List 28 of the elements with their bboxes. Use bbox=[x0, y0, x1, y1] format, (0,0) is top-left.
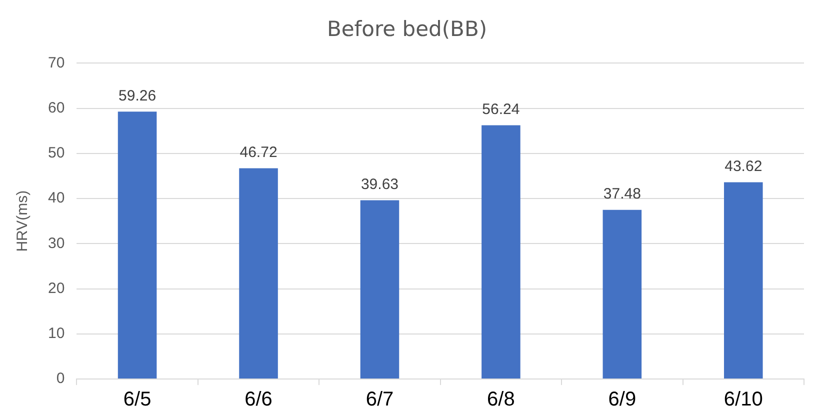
x-tick-label: 6/5 bbox=[123, 388, 152, 411]
bar bbox=[724, 182, 763, 378]
bar bbox=[602, 210, 642, 378]
y-tick-label: 10 bbox=[48, 325, 65, 342]
x-tick-label: 6/7 bbox=[366, 388, 394, 411]
y-tick-label: 0 bbox=[56, 370, 65, 388]
y-tick-label: 20 bbox=[48, 280, 65, 297]
data-label: 43.62 bbox=[724, 158, 762, 175]
chart-title: Before bed(BB) bbox=[326, 17, 488, 42]
y-tick-label: 70 bbox=[48, 54, 65, 72]
data-label: 37.48 bbox=[603, 186, 641, 203]
bar bbox=[360, 200, 400, 378]
x-tick-label: 6/6 bbox=[244, 388, 272, 411]
bar bbox=[482, 125, 520, 378]
y-axis-title: HRV(ms) bbox=[14, 190, 32, 252]
y-tick-label: 60 bbox=[48, 99, 65, 116]
y-tick-label: 30 bbox=[48, 234, 65, 252]
bar bbox=[118, 112, 157, 378]
x-tick-label: 6/8 bbox=[487, 388, 515, 411]
data-label: 56.24 bbox=[482, 100, 520, 118]
y-tick-label: 40 bbox=[48, 190, 65, 207]
data-label: 46.72 bbox=[240, 144, 278, 161]
data-label: 59.26 bbox=[118, 87, 156, 104]
y-tick-label: 50 bbox=[48, 144, 65, 162]
data-label: 39.63 bbox=[360, 176, 399, 193]
x-tick-label: 6/10 bbox=[724, 388, 763, 411]
bar bbox=[239, 168, 278, 378]
x-tick-label: 6/9 bbox=[608, 388, 636, 411]
